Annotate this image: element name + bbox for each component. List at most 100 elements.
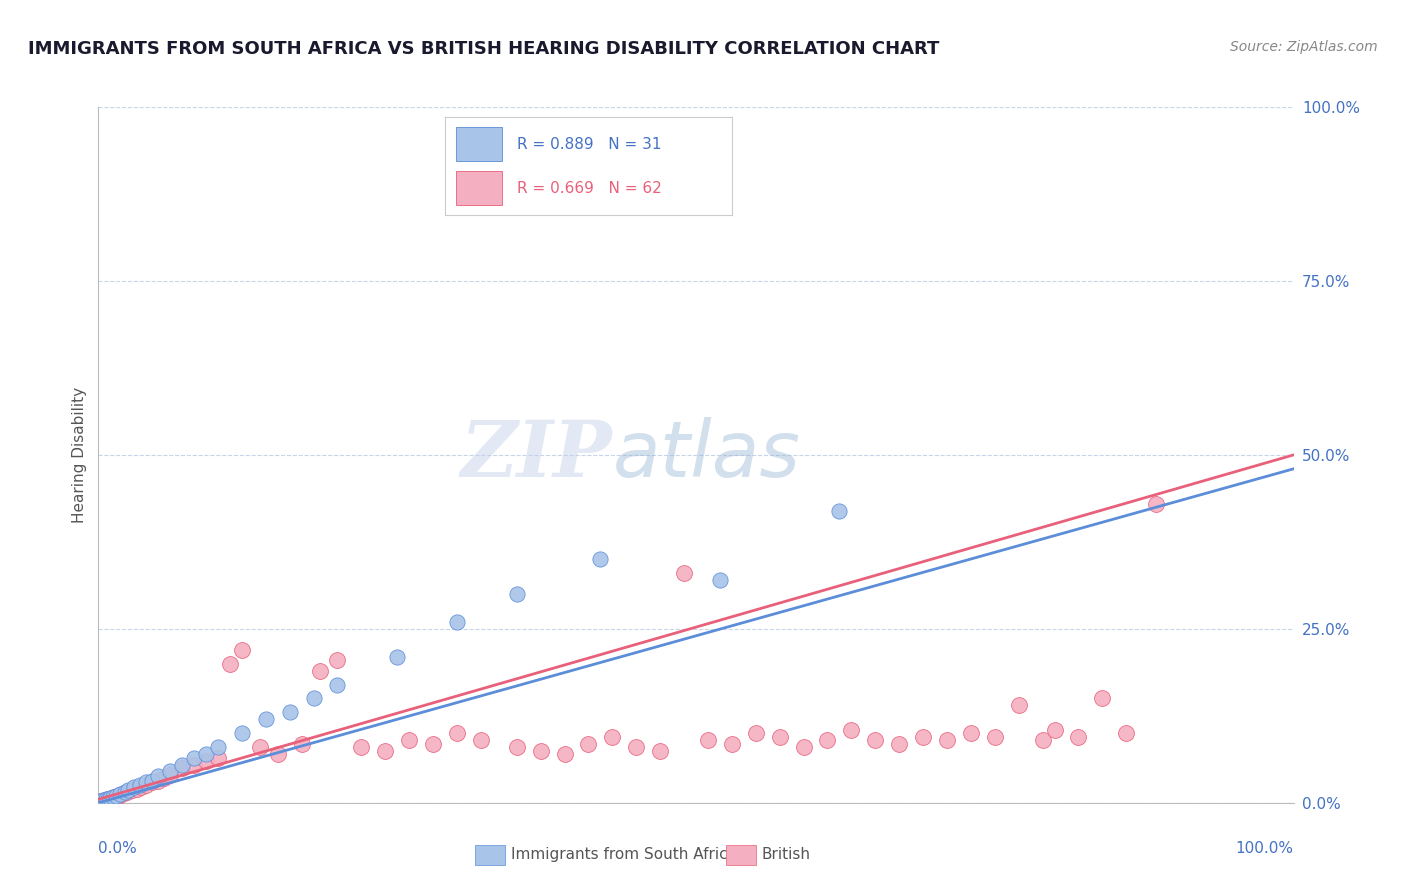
Point xyxy=(141,775,163,789)
Point xyxy=(153,772,176,786)
Point xyxy=(115,785,138,799)
Point xyxy=(117,783,139,797)
Point xyxy=(841,723,863,737)
Text: 0.0%: 0.0% xyxy=(98,841,138,856)
Point xyxy=(124,780,146,795)
Point xyxy=(326,653,349,667)
Point xyxy=(114,785,136,799)
Point xyxy=(673,566,696,581)
Point xyxy=(1043,723,1066,737)
Point xyxy=(326,677,349,691)
Point xyxy=(602,730,624,744)
Point xyxy=(578,737,600,751)
Point xyxy=(1115,726,1137,740)
Text: British: British xyxy=(762,847,811,863)
Point xyxy=(936,733,959,747)
Point xyxy=(195,747,218,761)
Point xyxy=(530,744,553,758)
Point xyxy=(1032,733,1054,747)
Point xyxy=(121,783,143,797)
Point xyxy=(125,781,148,796)
Point xyxy=(554,747,576,761)
Point xyxy=(912,730,935,744)
Point xyxy=(159,764,181,779)
Point xyxy=(159,768,181,782)
Point xyxy=(141,773,163,788)
Point xyxy=(1091,691,1114,706)
Point xyxy=(231,726,253,740)
Point xyxy=(350,740,373,755)
Point xyxy=(90,794,112,808)
Point xyxy=(94,792,117,806)
Point xyxy=(626,740,648,755)
Point xyxy=(278,706,301,720)
Point xyxy=(91,793,114,807)
Point xyxy=(219,657,242,671)
Point xyxy=(135,778,157,793)
Point xyxy=(129,778,152,793)
Point xyxy=(267,747,290,761)
Point xyxy=(101,790,124,805)
Point xyxy=(308,664,330,678)
Point xyxy=(374,744,396,758)
Point xyxy=(398,733,420,747)
Point xyxy=(131,780,153,795)
Point xyxy=(97,791,120,805)
Point xyxy=(172,761,194,775)
Point xyxy=(589,552,612,566)
Point xyxy=(1067,730,1090,744)
Point xyxy=(111,788,134,802)
Text: 100.0%: 100.0% xyxy=(1236,841,1294,856)
Point xyxy=(769,730,792,744)
Point xyxy=(148,769,170,783)
Point xyxy=(105,789,128,803)
Point xyxy=(506,740,529,755)
Text: Source: ZipAtlas.com: Source: ZipAtlas.com xyxy=(1230,40,1378,54)
Text: ZIP: ZIP xyxy=(461,417,613,493)
Point xyxy=(291,737,314,751)
Point xyxy=(195,754,218,768)
Text: Immigrants from South Africa: Immigrants from South Africa xyxy=(510,847,737,863)
Point xyxy=(446,726,468,740)
Point xyxy=(90,794,112,808)
FancyBboxPatch shape xyxy=(725,845,756,865)
Point xyxy=(172,757,194,772)
Point xyxy=(183,750,205,764)
Point xyxy=(446,615,468,629)
Point xyxy=(828,503,851,517)
Point xyxy=(650,744,672,758)
FancyBboxPatch shape xyxy=(475,845,505,865)
Text: IMMIGRANTS FROM SOUTH AFRICA VS BRITISH HEARING DISABILITY CORRELATION CHART: IMMIGRANTS FROM SOUTH AFRICA VS BRITISH … xyxy=(28,40,939,58)
Point xyxy=(135,775,157,789)
Point xyxy=(721,737,744,751)
Point xyxy=(1144,497,1167,511)
Point xyxy=(183,757,205,772)
Point xyxy=(107,789,129,803)
Point xyxy=(817,733,839,747)
Point xyxy=(960,726,983,740)
Point xyxy=(422,737,444,751)
Point xyxy=(745,726,768,740)
Point xyxy=(97,792,120,806)
Point xyxy=(709,573,731,587)
Point xyxy=(254,712,277,726)
Point xyxy=(793,740,815,755)
Point xyxy=(91,794,114,808)
Point xyxy=(103,790,125,805)
Point xyxy=(98,791,122,805)
Point xyxy=(207,750,229,764)
Point xyxy=(865,733,887,747)
Point xyxy=(94,793,117,807)
Point xyxy=(302,691,325,706)
Text: atlas: atlas xyxy=(613,417,800,493)
Point xyxy=(470,733,492,747)
Point xyxy=(697,733,720,747)
Y-axis label: Hearing Disability: Hearing Disability xyxy=(72,387,87,523)
Point xyxy=(148,773,170,788)
Point xyxy=(1008,698,1031,713)
Point xyxy=(984,730,1007,744)
Point xyxy=(231,642,253,657)
Point xyxy=(506,587,529,601)
Point xyxy=(385,649,409,664)
Point xyxy=(108,788,131,802)
